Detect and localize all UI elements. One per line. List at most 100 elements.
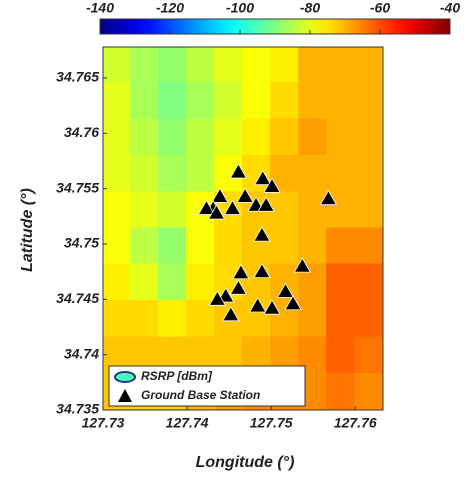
field-cell xyxy=(103,299,133,339)
y-tick-label: 34.745 xyxy=(56,290,99,306)
base-station xyxy=(229,163,248,179)
field-cell xyxy=(298,299,329,339)
field-cell xyxy=(157,299,189,339)
field-cell xyxy=(186,263,217,302)
colorbar-tick-label: -40 xyxy=(440,0,460,16)
field-cell xyxy=(214,47,245,84)
field-cell xyxy=(130,191,160,230)
base-station xyxy=(293,257,311,273)
x-axis-label: Longitude (°) xyxy=(196,454,295,471)
field-cell xyxy=(130,263,160,302)
field-cell xyxy=(103,118,133,158)
base-station xyxy=(263,299,281,315)
field-cell xyxy=(242,118,273,158)
base-station xyxy=(211,187,229,203)
base-station xyxy=(197,199,216,215)
field-cell xyxy=(326,263,357,302)
field-cell xyxy=(298,81,329,121)
legend-label: Ground Base Station xyxy=(141,388,260,402)
field-cell xyxy=(326,118,357,158)
field-cell xyxy=(242,81,273,121)
colorbar xyxy=(99,18,451,35)
field-cell xyxy=(242,263,273,302)
base-station xyxy=(257,196,275,212)
base-station xyxy=(236,187,254,203)
field-cell xyxy=(186,155,217,194)
field-cell xyxy=(354,373,383,410)
field-cell xyxy=(326,299,357,339)
y-tick-label: 34.74 xyxy=(64,345,99,361)
field-cell xyxy=(103,47,133,84)
field-cell xyxy=(354,47,383,84)
field-cell xyxy=(298,47,329,84)
base-station xyxy=(263,177,281,193)
field-cell xyxy=(130,227,160,266)
base-station xyxy=(253,226,271,242)
field-cell xyxy=(186,299,217,339)
field-cell xyxy=(354,118,383,158)
field-cell xyxy=(270,47,301,84)
y-tick-label: 34.75 xyxy=(64,235,99,251)
base-station xyxy=(276,282,295,298)
field-cell xyxy=(354,191,383,230)
base-station xyxy=(284,294,302,311)
field-cell xyxy=(130,155,160,194)
field-cell xyxy=(157,263,189,302)
field-cell xyxy=(354,263,383,302)
x-tick-label: 127.75 xyxy=(250,415,293,431)
field-cell xyxy=(130,47,160,84)
field-cell xyxy=(130,81,160,121)
y-tick-label: 34.765 xyxy=(56,69,99,85)
y-axis-label: Latitude (°) xyxy=(19,188,36,272)
y-tick-label: 34.735 xyxy=(56,401,99,417)
x-tick-label: 127.73 xyxy=(82,415,125,431)
field-cell xyxy=(157,118,189,158)
field-cell xyxy=(326,336,357,376)
field-cell xyxy=(326,373,357,410)
field-cell xyxy=(298,118,329,158)
field-cell xyxy=(326,155,357,194)
field-cell xyxy=(130,118,160,158)
base-station xyxy=(232,263,250,280)
base-station xyxy=(253,262,271,279)
field-cell xyxy=(270,81,301,121)
legend-label: RSRP [dBm] xyxy=(141,369,213,383)
field-cell xyxy=(242,227,273,266)
field-cell xyxy=(157,227,189,266)
field-cell xyxy=(326,227,357,266)
field-cell xyxy=(354,81,383,121)
field-cell xyxy=(186,227,217,266)
contour-field xyxy=(103,47,383,410)
field-cell xyxy=(298,227,329,266)
field-cell xyxy=(103,263,133,302)
x-tick-label: 127.76 xyxy=(334,415,377,431)
base-station xyxy=(319,189,338,206)
field-cell xyxy=(270,191,301,230)
plot-frame xyxy=(102,46,384,411)
base-station xyxy=(222,306,240,322)
base-station xyxy=(249,297,267,313)
field-cell xyxy=(157,81,189,121)
base-station xyxy=(208,290,227,306)
field-cell xyxy=(186,81,217,121)
legend-swatch xyxy=(114,371,136,383)
field-cell xyxy=(157,47,189,84)
colorbar-tick-label: -60 xyxy=(370,0,390,16)
field-cell xyxy=(103,155,133,194)
field-cell xyxy=(130,299,160,339)
field-cell xyxy=(186,118,217,158)
field-cell xyxy=(354,227,383,266)
field-cell xyxy=(326,81,357,121)
field-cell xyxy=(354,299,383,339)
field-cell xyxy=(103,227,133,266)
field-cell xyxy=(214,118,245,158)
field-cell xyxy=(270,227,301,266)
colorbar-tick-label: -120 xyxy=(156,0,184,16)
field-cell xyxy=(214,81,245,121)
field-cell xyxy=(214,227,245,266)
colorbar-tick-label: -140 xyxy=(86,0,114,16)
field-cell xyxy=(157,191,189,230)
field-cell xyxy=(242,47,273,84)
y-tick-label: 34.755 xyxy=(56,179,99,195)
